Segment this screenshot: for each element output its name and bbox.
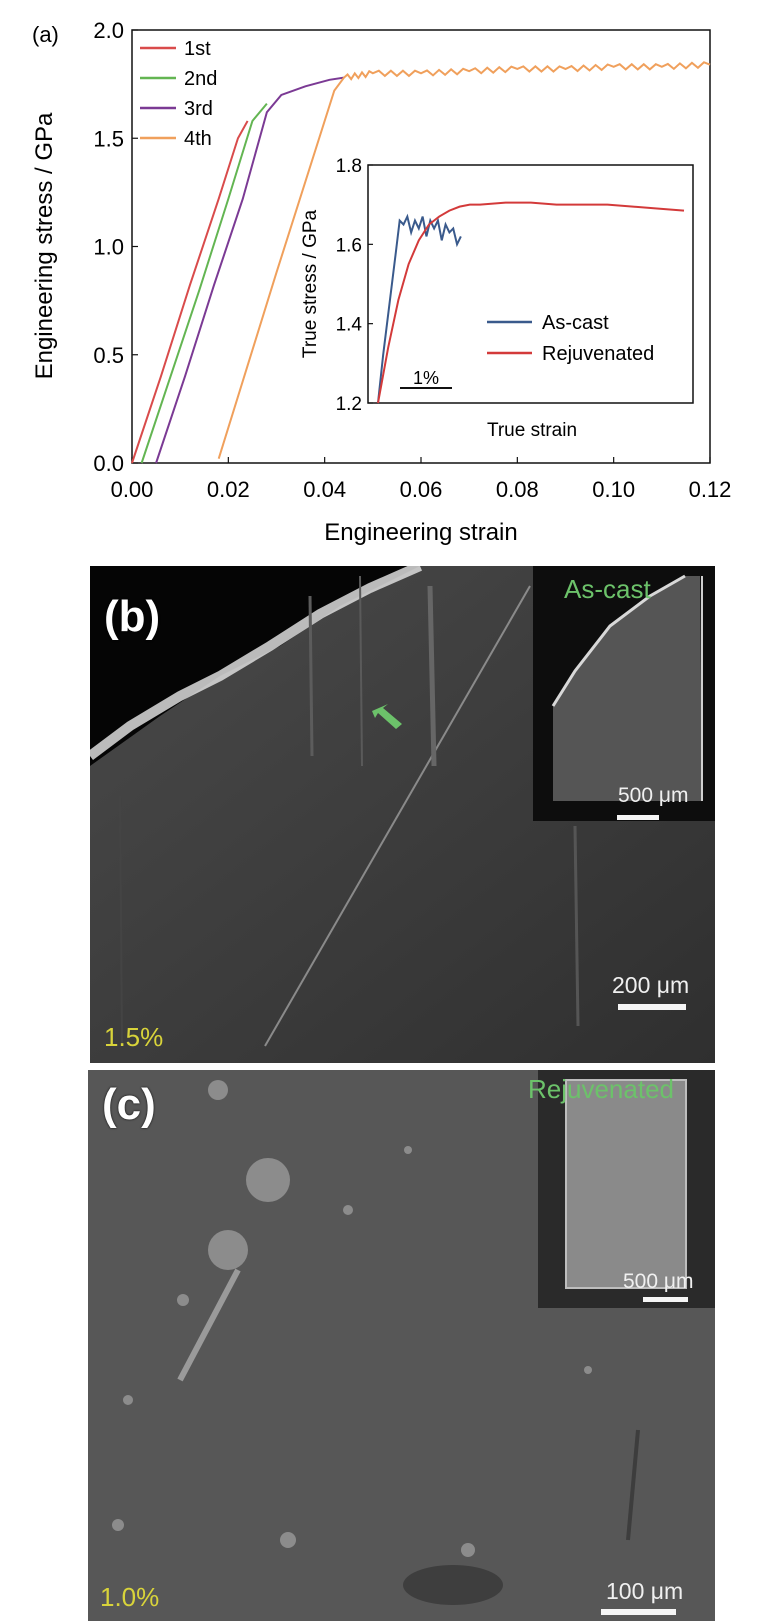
inset-y-axis-label: True stress / GPa xyxy=(300,209,321,358)
arrow-icon xyxy=(372,704,402,729)
series-line-3rd xyxy=(155,76,345,464)
legend-label: 1st xyxy=(184,38,211,60)
panel-b-letter: (b) xyxy=(104,592,161,641)
x-tick-label: 0.00 xyxy=(111,477,154,502)
inset-label-rejuvenated: Rejuvenated xyxy=(528,1074,674,1104)
legend-label: 3rd xyxy=(184,98,213,120)
y-tick-label: 0.0 xyxy=(93,451,124,476)
inset-scale-label: 1% xyxy=(413,368,439,388)
inset-frame xyxy=(367,164,694,404)
inset-rejuvenated xyxy=(538,1070,715,1308)
inset-x-axis-label: True strain xyxy=(487,420,577,441)
x-axis-label: Engineering strain xyxy=(324,519,517,546)
scale-text-c: 100 μm xyxy=(606,1578,684,1604)
series-line-4th xyxy=(217,61,711,459)
inset-y-tick-label: 1.4 xyxy=(336,315,363,336)
scale-bar-c xyxy=(601,1609,676,1615)
sem-texture-b xyxy=(90,566,715,1063)
panel-a-letter: (a) xyxy=(32,22,59,47)
inset-legend-label: As-cast xyxy=(542,312,609,334)
y-axis-label: Engineering stress / GPa xyxy=(31,112,58,379)
surface-scratch xyxy=(177,1268,241,1382)
x-tick-label: 0.04 xyxy=(303,477,346,502)
sem-texture-c xyxy=(88,1070,715,1621)
inset-scale-text-b: 500 μm xyxy=(618,784,689,807)
stress-strain-chart: (a) 0.00 0.02 0.04 0.06 0.08 0.10 0.12 0.0 0.5 1… xyxy=(31,18,732,546)
inset-scale-text-c: 500 μm xyxy=(623,1270,694,1293)
series-line-1st xyxy=(131,120,249,464)
scale-bar-b xyxy=(618,1004,686,1010)
inset-legend: As-cast Rejuvenated xyxy=(487,312,654,365)
x-tick-label: 0.06 xyxy=(400,477,443,502)
y-tick-label: 1.5 xyxy=(93,126,124,151)
x-axis-ticks: 0.00 0.02 0.04 0.06 0.08 0.10 0.12 xyxy=(111,457,732,502)
strain-label-b: 1.5% xyxy=(104,1022,164,1052)
main-series xyxy=(131,61,711,464)
x-tick-label: 0.02 xyxy=(207,477,250,502)
y-tick-label: 1.0 xyxy=(93,235,124,260)
fracture-edge xyxy=(90,566,423,760)
y-tick-label: 0.5 xyxy=(93,343,124,368)
series-line-2nd xyxy=(140,102,268,464)
panel-c-letter: (c) xyxy=(102,1080,156,1129)
x-tick-label: 0.10 xyxy=(592,477,635,502)
inset-label-as-cast: As-cast xyxy=(564,574,651,604)
inset-y-tick-label: 1.6 xyxy=(336,235,362,256)
x-tick-label: 0.08 xyxy=(496,477,539,502)
inset-y-tick-label: 1.8 xyxy=(336,156,362,177)
legend-label: 2nd xyxy=(184,68,217,90)
legend-label: 4th xyxy=(184,128,212,150)
inset-series-line-As-cast xyxy=(377,213,462,404)
y-axis-ticks: 0.0 0.5 1.0 1.5 2.0 xyxy=(93,18,138,476)
legend: 1st 2nd 3rd 4th xyxy=(140,38,217,150)
x-tick-label: 0.12 xyxy=(689,477,732,502)
y-tick-label: 2.0 xyxy=(93,18,124,43)
shear-band xyxy=(264,585,531,1047)
scale-text-b: 200 μm xyxy=(612,972,690,998)
strain-label-c: 1.0% xyxy=(100,1582,160,1612)
inset-y-tick-label: 1.2 xyxy=(336,394,362,415)
sem-image-as-cast: (b) As-cast 500 μm 1.5% 200 μm xyxy=(90,566,715,1063)
inset-y-ticks: 1.2 1.4 1.6 1.8 xyxy=(336,156,373,415)
sem-image-rejuvenated: (c) Rejuvenated 500 μm 1.0% 100 μm xyxy=(88,1070,715,1621)
inset-series-line-Rejuvenated xyxy=(377,201,685,404)
inset-series xyxy=(377,201,685,404)
inset-as-cast xyxy=(533,566,715,821)
dark-void-region xyxy=(90,566,420,766)
inset-legend-label: Rejuvenated xyxy=(542,343,654,365)
